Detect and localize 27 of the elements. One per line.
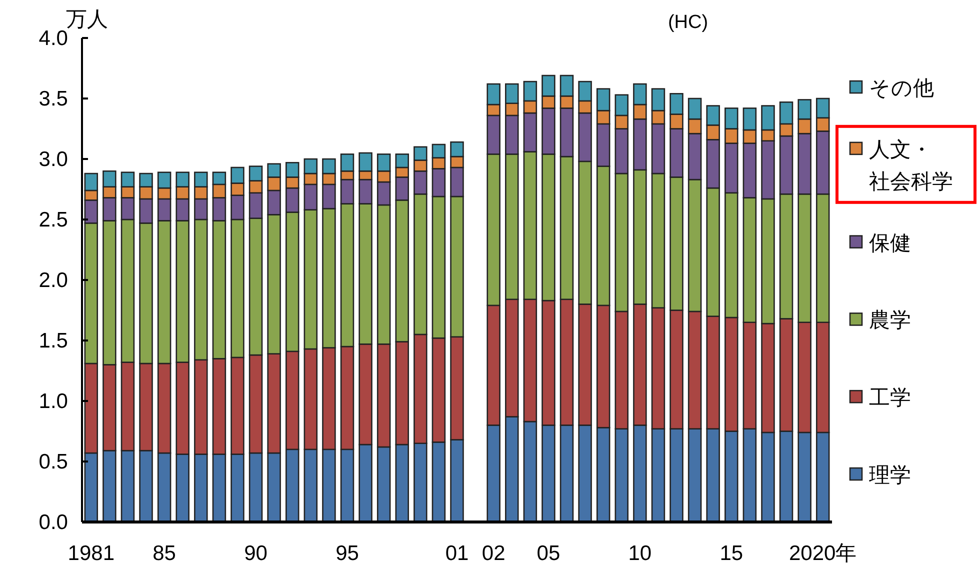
y-tick-label: 0.0: [38, 511, 68, 534]
y-tick-label: 2.5: [38, 208, 68, 232]
legend-label: 人文・社会科学: [869, 138, 953, 194]
legend-label: その他: [869, 77, 934, 100]
x-tick-label: 10: [628, 542, 652, 565]
y-tick-label: 0.5: [38, 450, 68, 474]
y-axis-title: 万人: [66, 8, 108, 31]
x-tick-label: 85: [152, 542, 176, 565]
x-tick-label: 90: [244, 542, 268, 565]
x-tick-label: 05: [536, 542, 560, 565]
chart-subtitle: (HC): [668, 12, 708, 33]
y-tick-label: 3.0: [38, 148, 68, 171]
y-tick-label: 1.0: [38, 390, 68, 413]
x-tick-label: 15: [720, 542, 744, 565]
x-tick-label: 2020年: [788, 542, 857, 565]
y-tick-label: 1.5: [38, 330, 68, 352]
y-tick-label: 4.0: [38, 27, 68, 50]
x-tick-label: 02: [482, 542, 506, 565]
x-tick-label: 01: [445, 542, 469, 565]
x-tick-label: 95: [336, 542, 359, 565]
legend-label: 保健: [869, 232, 911, 255]
x-tick-label: 1981: [68, 542, 115, 565]
y-tick-label: 2.0: [38, 269, 68, 292]
legend-label: 工学: [869, 386, 911, 410]
legend-label: 農学: [869, 309, 911, 332]
legend-label: 理学: [869, 464, 911, 487]
y-tick-label: 3.5: [38, 88, 68, 110]
